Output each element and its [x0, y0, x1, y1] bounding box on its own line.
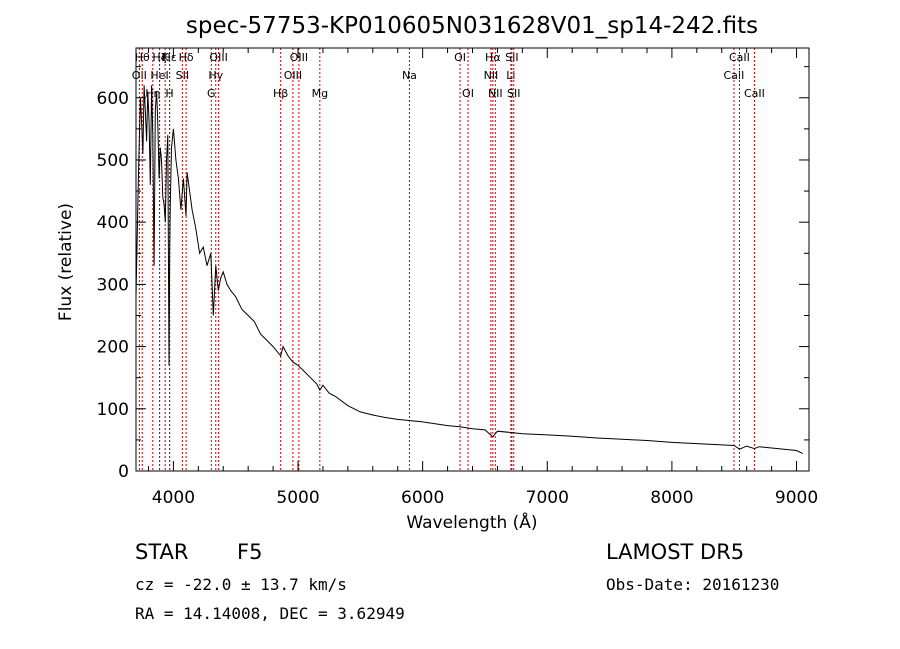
y-tick-label: 500 — [97, 151, 129, 171]
y-axis-label: Flux (relative) — [56, 203, 76, 321]
x-tick-label: 9000 — [775, 488, 818, 508]
redshift-info: cz = -22.0 ± 13.7 km/s — [135, 575, 347, 594]
line-marker-label: SII — [505, 51, 518, 64]
y-tick-label: 0 — [118, 462, 129, 482]
subclass: F5 — [237, 540, 263, 564]
line-marker-label: K — [162, 51, 170, 64]
line-marker-label: SII — [176, 69, 189, 82]
y-tick-label: 600 — [97, 89, 129, 109]
survey-release: LAMOST DR5 — [606, 540, 745, 564]
x-tick-label: 7000 — [526, 488, 569, 508]
line-marker-label: NII — [488, 87, 503, 100]
line-marker-label: Hγ — [208, 69, 223, 82]
x-tick-label: 8000 — [650, 488, 693, 508]
line-marker-label: Hα — [485, 51, 501, 64]
obs-date: Obs-Date: 20161230 — [606, 575, 780, 594]
line-marker-label: OIII — [209, 51, 227, 64]
x-tick-label: 4000 — [152, 488, 195, 508]
line-marker-label: G — [207, 87, 216, 100]
line-marker-label: OII — [132, 69, 147, 82]
line-marker-label: Hθ — [135, 51, 150, 64]
line-marker-label: Li — [506, 69, 515, 82]
y-tick-label: 300 — [97, 275, 129, 295]
line-marker-label: OIII — [284, 69, 302, 82]
line-marker-label: CaII — [729, 51, 750, 64]
line-markers: OIIHθHηHeIHζKHHεSIIHδGHγOIIIHβOIIIOIIIMg… — [132, 48, 765, 471]
line-marker-label: Hδ — [179, 51, 194, 64]
y-tick-label: 200 — [97, 338, 129, 358]
line-marker-label: OI — [462, 87, 474, 100]
line-marker-label: NII — [484, 69, 499, 82]
y-axis: 0 100 200 300 400 500 600 — [97, 66, 809, 482]
plot-frame — [135, 47, 810, 472]
x-tick-label: 5000 — [276, 488, 319, 508]
line-marker-label: Hβ — [273, 87, 288, 100]
coordinates: RA = 14.14008, DEC = 3.62949 — [135, 604, 405, 623]
line-marker-label: Hζ — [152, 51, 166, 64]
object-class: STAR — [135, 540, 189, 564]
spectrum-line — [135, 85, 804, 455]
line-marker-label: CaII — [744, 87, 765, 100]
chart-title: spec-57753-KP010605N031628V01_sp14-242.f… — [186, 13, 758, 39]
line-marker-label: OIII — [290, 51, 308, 64]
y-tick-label: 100 — [97, 400, 129, 420]
line-marker-label: HeI — [150, 69, 168, 82]
x-axis: 4000 5000 6000 7000 8000 9000 — [147, 48, 818, 508]
x-axis-label: Wavelength (Å) — [406, 511, 537, 533]
line-marker-label: SII — [507, 87, 520, 100]
line-marker-label: Na — [402, 69, 417, 82]
line-marker-label: CaII — [724, 69, 745, 82]
x-tick-label: 6000 — [401, 488, 444, 508]
line-marker-label: OI — [454, 51, 466, 64]
y-tick-label: 400 — [97, 213, 129, 233]
line-marker-label: Mg — [312, 87, 328, 100]
line-marker-label: Hε — [163, 51, 177, 64]
